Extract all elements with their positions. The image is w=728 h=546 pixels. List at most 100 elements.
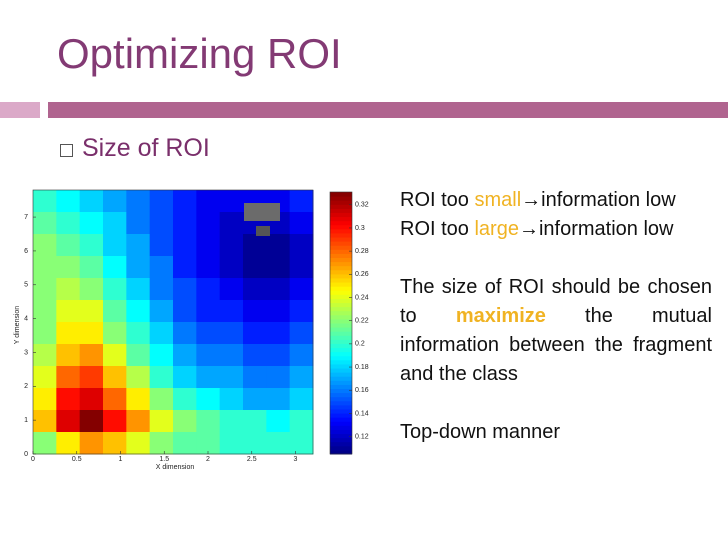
heatmap-cell xyxy=(289,212,314,235)
heatmap-cell xyxy=(149,410,174,433)
heatmap-cell xyxy=(266,322,291,345)
heatmap-cell xyxy=(56,432,81,455)
heatmap-cell xyxy=(33,388,57,411)
heatmap-cell xyxy=(219,344,244,367)
heatmap-cell xyxy=(103,234,127,257)
colorbar-step xyxy=(330,253,352,258)
heatmap-cell xyxy=(243,256,267,279)
heatmap-cell xyxy=(33,212,57,235)
heatmap-cell xyxy=(266,410,291,433)
heatmap-cell xyxy=(33,322,57,345)
colorbar-step xyxy=(330,404,352,410)
colorbar-frame xyxy=(329,191,353,455)
heatmap-cell xyxy=(149,344,174,367)
heatmap-cell xyxy=(56,256,81,279)
heatmap-cell xyxy=(103,300,127,323)
heatmap-cell xyxy=(196,344,221,367)
heatmap-cell xyxy=(56,322,81,345)
heatmap-cell xyxy=(289,256,314,279)
heatmap-cell xyxy=(56,190,81,213)
heatmap-cell xyxy=(173,344,197,367)
colorbar-step xyxy=(330,429,352,435)
y-tick-label: 7 xyxy=(24,214,28,221)
y-tick-label: 1 xyxy=(24,417,28,424)
heatmap-cell xyxy=(33,344,57,367)
colorbar-step xyxy=(330,400,352,406)
heatmap-cell xyxy=(196,432,221,455)
heatmap-cell xyxy=(196,410,221,433)
colorbar-tick-label: 0.2 xyxy=(355,341,365,348)
heatmap-cell xyxy=(196,300,221,323)
heatmap-cell xyxy=(173,322,197,345)
heatmap-cell xyxy=(33,300,57,323)
heatmap-cell xyxy=(196,278,221,301)
heatmap-cell xyxy=(219,234,244,257)
heatmap-cell xyxy=(126,300,151,323)
heatmap-cell xyxy=(289,190,314,213)
text: ROI too xyxy=(400,189,475,211)
heatmap-cell xyxy=(79,300,104,323)
text: The size of ROI should be chosen to xyxy=(400,276,712,327)
heatmap-cell xyxy=(33,278,57,301)
y-tick-label: 5 xyxy=(24,282,28,289)
colorbar-tick-label: 0.18 xyxy=(355,364,369,371)
heatmap-cell xyxy=(243,410,267,433)
heatmap-cell xyxy=(243,366,267,389)
heatmap-cell xyxy=(266,432,291,455)
colorbar-step xyxy=(330,408,352,414)
text: the mutual information between the fragm… xyxy=(400,305,712,385)
plot-frame xyxy=(32,189,314,455)
heatmap-cell xyxy=(33,256,57,279)
paragraph: Top-down manner xyxy=(400,418,712,447)
heatmap-cell xyxy=(173,234,197,257)
colorbar-step xyxy=(330,355,352,361)
heatmap-cell xyxy=(126,190,151,213)
colorbar-step xyxy=(330,286,352,291)
heatmap-cell xyxy=(196,190,221,213)
heatmap-cell xyxy=(243,234,267,257)
colorbar-step xyxy=(330,204,352,209)
slide-title: Optimizing ROI xyxy=(57,30,342,77)
colorbar-step xyxy=(330,413,352,418)
paragraph: ROI too small→information low xyxy=(400,186,712,215)
heatmap-cell xyxy=(149,300,174,323)
heatmap-cell xyxy=(243,278,267,301)
x-tick-label: 1 xyxy=(119,456,123,463)
heatmap-cell xyxy=(56,366,81,389)
highlight: small xyxy=(474,189,522,211)
colorbar-step xyxy=(330,421,352,426)
paragraph: ROI too large→information low xyxy=(400,215,712,244)
colorbar-tick-label: 0.12 xyxy=(355,433,369,440)
heatmap-cell xyxy=(103,322,127,345)
heatmap-cell xyxy=(126,234,151,257)
heatmap-cell xyxy=(103,278,127,301)
heatmap-cell xyxy=(173,366,197,389)
colorbar-step xyxy=(330,192,352,197)
heatmap-cell xyxy=(79,388,104,411)
colorbar-step xyxy=(330,347,352,353)
colorbar-step xyxy=(330,359,352,365)
colorbar-step xyxy=(330,237,352,242)
colorbar-step xyxy=(330,372,352,377)
heatmap-cell xyxy=(79,322,104,345)
rule-bar xyxy=(48,102,728,118)
heatmap-cell xyxy=(219,256,244,279)
colorbar-step xyxy=(330,265,352,271)
heatmap-cell xyxy=(149,190,174,213)
paragraph: The size of ROI should be chosen to maxi… xyxy=(400,273,712,389)
colorbar-step xyxy=(330,302,352,308)
heatmap-cell xyxy=(219,278,244,301)
heatmap-cell xyxy=(126,432,151,455)
y-tick-label: 2 xyxy=(24,383,28,390)
heatmap-cell xyxy=(103,432,127,455)
heatmap-cell xyxy=(79,190,104,213)
heatmap-cell xyxy=(266,366,291,389)
colorbar-step xyxy=(330,298,352,304)
colorbar-step xyxy=(330,212,352,218)
heatmap-cell xyxy=(289,410,314,433)
heatmap-cell xyxy=(103,366,127,389)
heatmap-cell xyxy=(56,300,81,323)
colorbar-step xyxy=(330,269,352,275)
bullet-marker xyxy=(60,144,73,157)
colorbar-step xyxy=(330,232,352,238)
